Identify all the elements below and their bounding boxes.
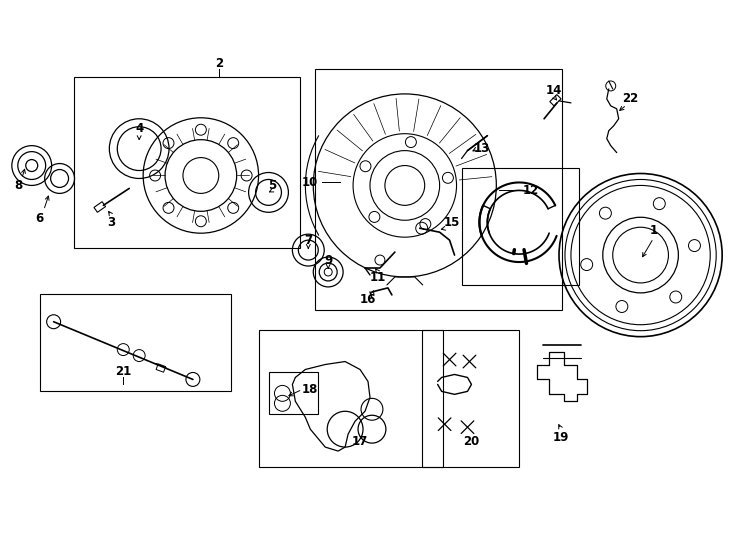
Bar — [316, 69, 562, 310]
Bar — [462, 167, 579, 285]
Bar — [94, 202, 106, 212]
Text: 16: 16 — [360, 293, 377, 306]
Text: 15: 15 — [443, 216, 459, 229]
Text: 11: 11 — [370, 272, 386, 285]
Text: 9: 9 — [324, 254, 333, 267]
Text: 6: 6 — [35, 212, 44, 225]
Text: 7: 7 — [304, 234, 313, 247]
Text: 3: 3 — [107, 216, 115, 229]
Circle shape — [375, 255, 385, 265]
Text: 12: 12 — [523, 184, 539, 197]
Bar — [156, 364, 166, 372]
Text: 5: 5 — [269, 179, 277, 192]
Text: 17: 17 — [352, 435, 368, 448]
Text: 20: 20 — [463, 435, 479, 448]
Text: 13: 13 — [473, 142, 490, 155]
Text: 4: 4 — [135, 122, 143, 135]
Bar — [258, 330, 443, 467]
Text: 14: 14 — [546, 84, 562, 97]
Text: 10: 10 — [302, 176, 319, 189]
Text: 18: 18 — [302, 383, 319, 396]
Text: 22: 22 — [622, 92, 639, 105]
Text: 2: 2 — [215, 57, 223, 70]
Text: 8: 8 — [15, 179, 23, 192]
Bar — [40, 294, 230, 392]
Bar — [73, 77, 300, 248]
Text: 21: 21 — [115, 365, 131, 378]
Bar — [550, 94, 561, 106]
Text: 1: 1 — [650, 224, 658, 237]
Bar — [269, 373, 319, 414]
Text: 19: 19 — [553, 430, 569, 444]
Bar — [422, 330, 519, 467]
